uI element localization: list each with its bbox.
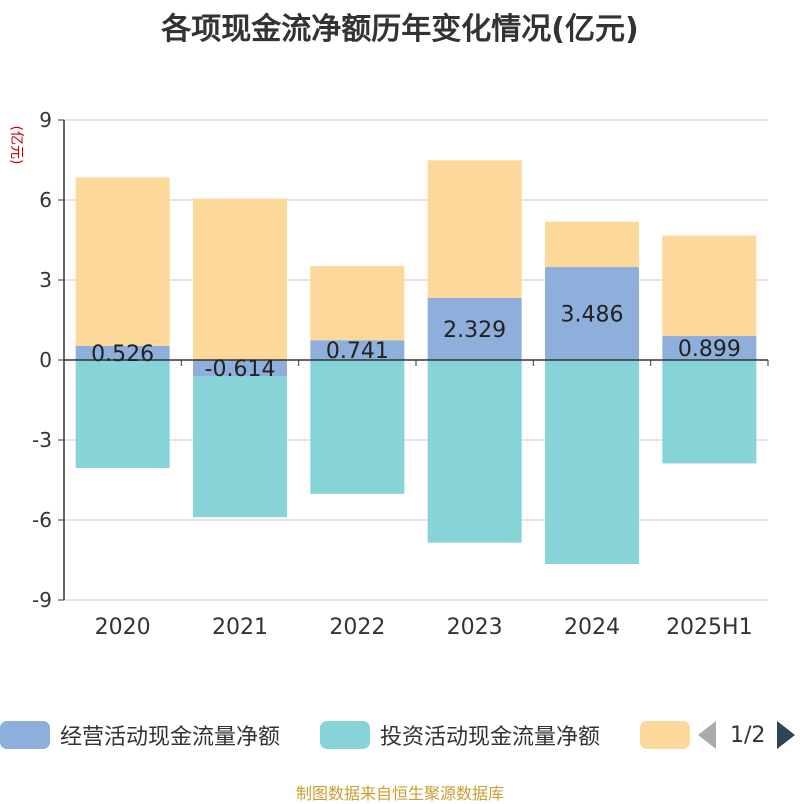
data-label: 0.526 xyxy=(91,342,154,367)
legend-page-indicator: 1/2 xyxy=(730,722,766,748)
x-tick-label: 2025H1 xyxy=(666,615,753,640)
x-tick-label: 2022 xyxy=(329,615,385,640)
bar-segment xyxy=(545,360,639,564)
y-tick-label: -6 xyxy=(32,508,52,532)
source-footer: 制图数据来自恒生聚源数据库 xyxy=(295,784,504,803)
y-tick-label: 0 xyxy=(39,348,52,372)
y-tick-label: -9 xyxy=(32,588,52,612)
y-axis-title: (亿元) xyxy=(8,126,24,165)
data-label: 0.899 xyxy=(678,337,741,362)
chart-title: 各项现金流净额历年变化情况(亿元) xyxy=(161,12,639,47)
legend-next-arrow-icon[interactable] xyxy=(777,721,796,749)
bar-segment xyxy=(193,360,287,377)
bar-segment xyxy=(662,235,757,337)
legend-prev-arrow-icon[interactable] xyxy=(698,721,716,749)
bar-segment xyxy=(545,221,639,268)
bar-segment xyxy=(545,267,639,360)
y-tick-label: 3 xyxy=(39,268,52,292)
legend-item-third[interactable] xyxy=(640,720,690,750)
bar-segment xyxy=(75,177,170,346)
y-tick-label: -3 xyxy=(32,428,52,452)
x-tick-label: 2021 xyxy=(212,615,268,640)
y-tick-label: 6 xyxy=(39,188,52,212)
x-tick-label: 2024 xyxy=(564,615,620,640)
bar-segment xyxy=(310,360,405,494)
bar-segment xyxy=(310,266,405,341)
y-tick-label: 9 xyxy=(39,108,52,132)
bar-segment xyxy=(193,198,287,360)
legend-item-investing[interactable]: 投资活动现金流量净额 xyxy=(320,720,600,750)
bar-segment xyxy=(427,297,522,360)
bar-segment xyxy=(427,160,522,298)
bar-segment xyxy=(662,360,757,464)
bar-segment xyxy=(662,336,757,360)
legend-swatch-third xyxy=(640,721,690,749)
legend-item-operating[interactable]: 经营活动现金流量净额 xyxy=(0,720,280,750)
data-label: -0.614 xyxy=(205,357,276,382)
legend-swatch-investing xyxy=(320,721,370,749)
bar-segment xyxy=(75,345,170,360)
x-tick-label: 2023 xyxy=(447,615,503,640)
bar-segment xyxy=(193,376,287,518)
bar-segment xyxy=(310,340,405,360)
bar-segment xyxy=(75,360,170,468)
x-tick-label: 2020 xyxy=(95,615,151,640)
legend-pager: 1/2 xyxy=(698,720,796,750)
legend-label-investing: 投资活动现金流量净额 xyxy=(380,725,601,750)
bar-segment xyxy=(427,360,522,543)
data-label: 3.486 xyxy=(561,303,624,328)
data-label: 2.329 xyxy=(443,318,506,343)
legend-label-operating: 经营活动现金流量净额 xyxy=(60,725,281,750)
legend: 经营活动现金流量净额 投资活动现金流量净额 1/2 xyxy=(0,716,800,756)
chart-area: 9 6 3 0 -3 -6 -9 (亿元) 2020 2021 2022 2023 2024 2025H1… xyxy=(8,108,769,640)
legend-swatch-operating xyxy=(0,721,50,749)
data-label: 0.741 xyxy=(326,339,389,364)
